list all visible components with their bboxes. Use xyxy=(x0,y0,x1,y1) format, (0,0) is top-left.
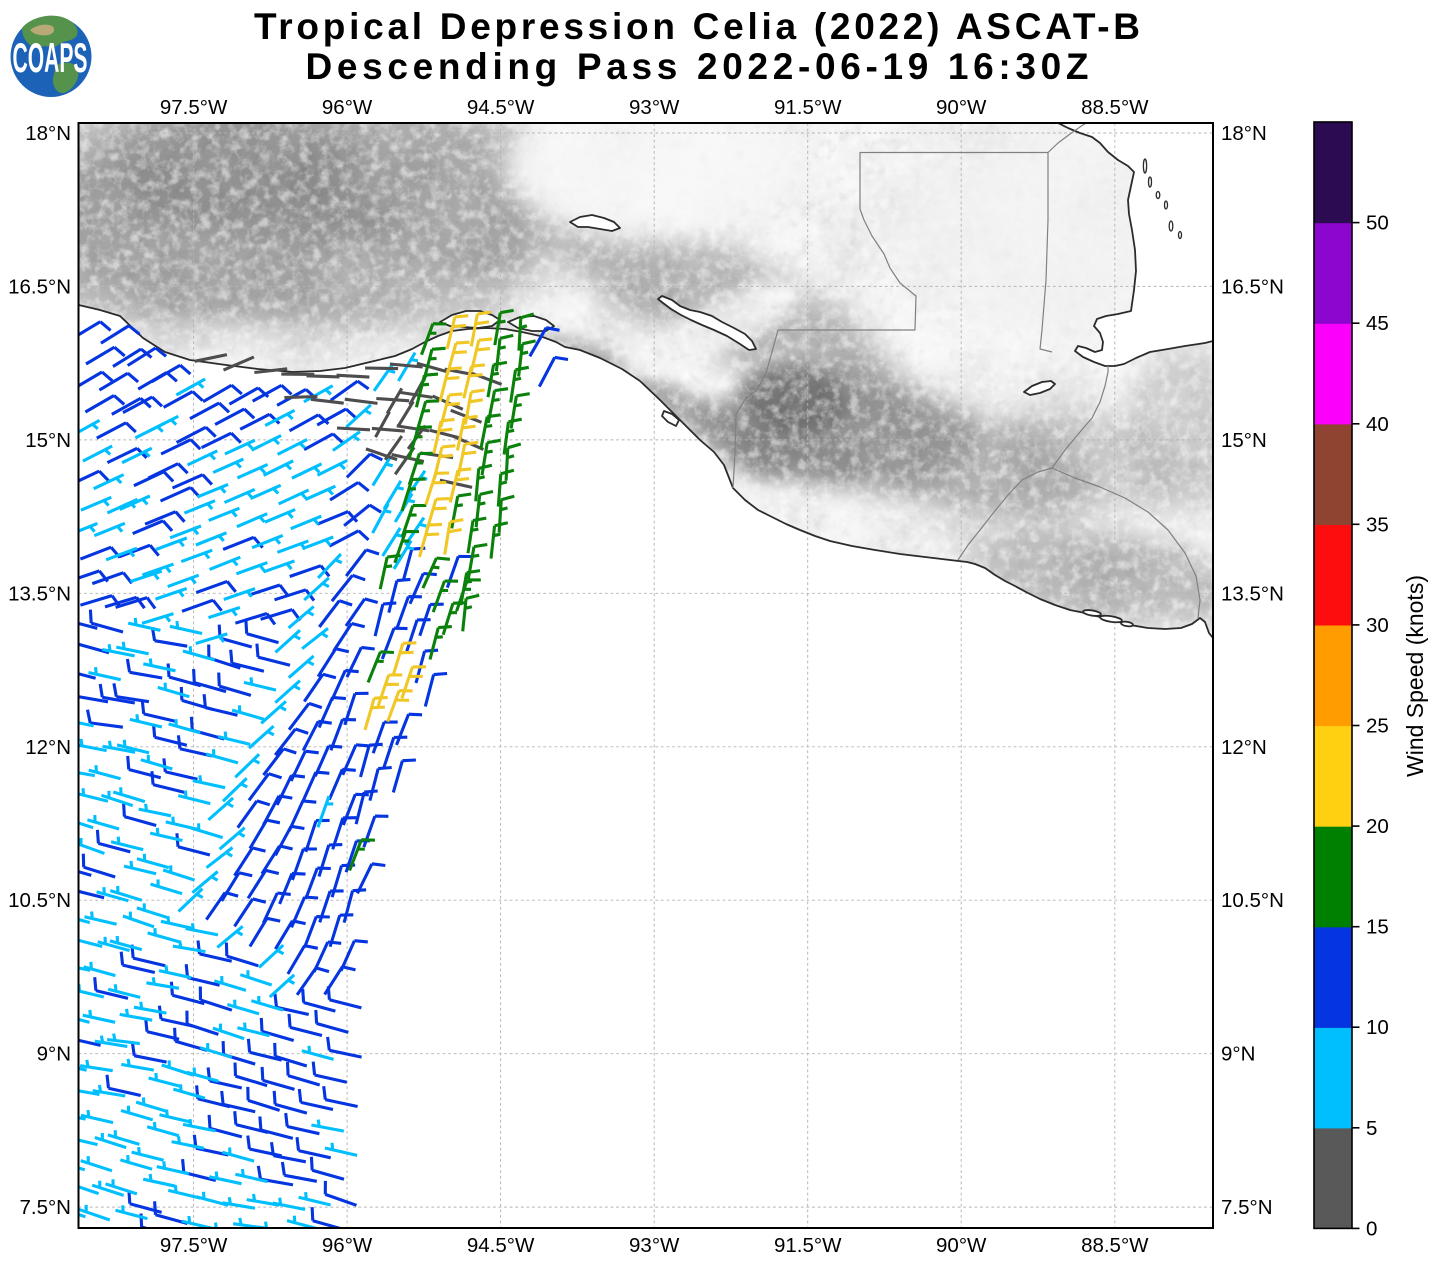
svg-text:50: 50 xyxy=(1366,212,1389,235)
svg-text:13.5°N: 13.5°N xyxy=(8,582,71,605)
svg-text:91.5°W: 91.5°W xyxy=(774,1234,842,1257)
svg-text:7.5°N: 7.5°N xyxy=(1221,1196,1273,1219)
svg-text:5: 5 xyxy=(1366,1117,1377,1140)
svg-text:96°W: 96°W xyxy=(322,1234,373,1257)
svg-text:97.5°W: 97.5°W xyxy=(160,1234,228,1257)
svg-text:90°W: 90°W xyxy=(936,1234,987,1257)
svg-text:15°N: 15°N xyxy=(25,429,71,452)
svg-text:93°W: 93°W xyxy=(629,1234,680,1257)
svg-text:12°N: 12°N xyxy=(25,736,71,759)
svg-text:90°W: 90°W xyxy=(936,96,987,119)
svg-text:35: 35 xyxy=(1366,513,1389,536)
svg-text:9°N: 9°N xyxy=(37,1043,71,1066)
svg-text:Wind Speed (knots): Wind Speed (knots) xyxy=(1402,575,1428,777)
svg-text:15°N: 15°N xyxy=(1221,429,1267,452)
svg-text:20: 20 xyxy=(1366,815,1389,838)
svg-text:94.5°W: 94.5°W xyxy=(467,1234,535,1257)
svg-text:93°W: 93°W xyxy=(629,96,680,119)
svg-text:9°N: 9°N xyxy=(1221,1043,1255,1066)
svg-text:97.5°W: 97.5°W xyxy=(160,96,228,119)
svg-text:18°N: 18°N xyxy=(25,122,71,145)
svg-text:94.5°W: 94.5°W xyxy=(467,96,535,119)
svg-text:10.5°N: 10.5°N xyxy=(8,889,71,912)
svg-text:Tropical Depression Celia (202: Tropical Depression Celia (2022) ASCAT-B xyxy=(254,6,1140,47)
svg-text:10: 10 xyxy=(1366,1016,1389,1039)
svg-text:7.5°N: 7.5°N xyxy=(19,1196,71,1219)
svg-text:88.5°W: 88.5°W xyxy=(1081,96,1149,119)
svg-text:88.5°W: 88.5°W xyxy=(1081,1234,1149,1257)
svg-text:96°W: 96°W xyxy=(322,96,373,119)
svg-text:40: 40 xyxy=(1366,413,1389,436)
svg-text:25: 25 xyxy=(1366,715,1389,738)
svg-text:16.5°N: 16.5°N xyxy=(1221,275,1284,298)
svg-text:15: 15 xyxy=(1366,916,1389,939)
svg-text:18°N: 18°N xyxy=(1221,122,1267,145)
svg-text:COAPS: COAPS xyxy=(13,34,88,81)
svg-text:30: 30 xyxy=(1366,614,1389,637)
svg-text:0: 0 xyxy=(1366,1217,1377,1240)
svg-text:91.5°W: 91.5°W xyxy=(774,96,842,119)
svg-text:10.5°N: 10.5°N xyxy=(1221,889,1284,912)
svg-text:13.5°N: 13.5°N xyxy=(1221,582,1284,605)
svg-text:12°N: 12°N xyxy=(1221,736,1267,759)
svg-text:45: 45 xyxy=(1366,312,1389,335)
svg-text:16.5°N: 16.5°N xyxy=(8,275,71,298)
